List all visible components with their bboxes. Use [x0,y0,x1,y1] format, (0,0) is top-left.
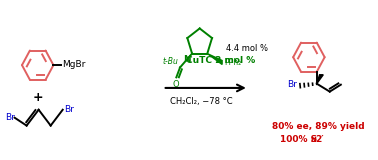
Text: t-Bu: t-Bu [162,57,178,66]
Text: N: N [184,55,191,64]
Text: +: + [33,91,43,104]
Text: CuTC 2 mol %: CuTC 2 mol % [186,56,255,65]
Text: Br: Br [5,113,15,122]
Text: PPh₂: PPh₂ [224,58,241,67]
Text: 2′: 2′ [315,135,324,144]
Text: Br: Br [287,80,297,89]
Text: CH₂Cl₂, −78 °C: CH₂Cl₂, −78 °C [170,97,233,106]
Text: 80% ee, 89% yield: 80% ee, 89% yield [272,122,364,131]
Polygon shape [317,75,323,84]
Text: N: N [311,137,317,144]
Text: Br: Br [64,105,73,114]
Text: O: O [172,80,179,89]
Polygon shape [207,54,222,64]
Text: MgBr: MgBr [62,60,85,69]
Text: 100% S: 100% S [280,135,318,144]
Text: 4.4 mol %: 4.4 mol % [226,44,268,53]
